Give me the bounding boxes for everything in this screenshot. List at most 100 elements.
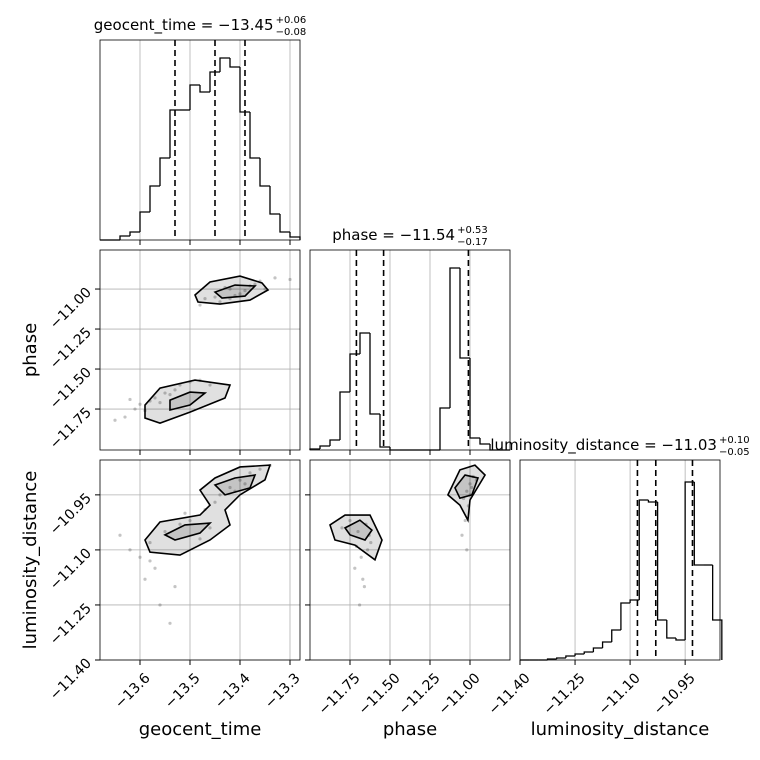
sample-point (353, 566, 357, 570)
y-axis-label: luminosity_distance (20, 471, 41, 650)
sample-point (248, 471, 252, 475)
sample-point (138, 402, 142, 406)
sample-point (359, 555, 363, 559)
panel-title: luminosity_distance = −11.03 (490, 436, 717, 455)
panel-title: geocent_time = −13.45 (94, 16, 274, 35)
histogram-step (319, 445, 330, 449)
histogram-step (389, 447, 400, 451)
x-tick-label: −13.6 (112, 670, 154, 712)
sample-point (208, 383, 212, 387)
panel-frame (99, 249, 301, 451)
sample-point (213, 500, 217, 504)
sample-point (123, 415, 127, 419)
sample-point (238, 292, 242, 296)
contour (446, 464, 487, 523)
histogram-step (565, 655, 576, 658)
histogram-step (349, 353, 360, 392)
sample-point (173, 585, 177, 589)
contour (213, 474, 257, 496)
x-tick-label: −11.50 (356, 670, 404, 718)
histogram-step (656, 502, 667, 621)
panel-frame (309, 249, 511, 451)
histogram-step (469, 358, 480, 439)
sample-point (243, 482, 247, 486)
sample-point (188, 518, 192, 523)
sample-point (183, 511, 187, 515)
panel-frame (309, 459, 511, 661)
histogram-step (229, 58, 240, 68)
x-tick-label: −11.25 (396, 670, 444, 718)
histogram-step (439, 407, 450, 450)
histogram-step (712, 565, 723, 660)
panel: phase = −11.54 +0.53−0.17 (309, 225, 511, 455)
sample-point (178, 522, 182, 526)
sample-point (366, 548, 370, 552)
sample-point (288, 277, 292, 282)
histogram-step (583, 651, 594, 654)
sample-point (133, 407, 137, 411)
contour (213, 284, 257, 299)
sample-point (468, 482, 472, 486)
x-tick-label: −13.3 (262, 670, 304, 712)
contour (194, 275, 270, 305)
sample-point (340, 526, 344, 530)
sample-point (168, 621, 172, 625)
histogram-step (449, 267, 460, 408)
sample-point (153, 566, 157, 570)
histogram-step (339, 391, 350, 440)
y-tick-label: −11.00 (47, 285, 95, 333)
contour (343, 519, 373, 541)
histogram-step (629, 599, 640, 603)
sample-point (273, 276, 277, 280)
sample-point (460, 533, 464, 537)
sample-point (143, 577, 147, 581)
sample-point (358, 603, 362, 607)
panel: geocent_time = −13.45 +0.06−0.08 (94, 15, 306, 245)
histogram-step (259, 158, 270, 187)
sample-point (356, 529, 360, 534)
title-lower: −0.05 (719, 447, 750, 458)
panel: −11.75−11.50−11.25−11.00 phase (20, 249, 301, 455)
contour (169, 391, 208, 412)
histogram-step (693, 482, 704, 566)
histogram-step (219, 57, 230, 72)
panel: −13.6 −13.5 −13.4 −13.3 −11.40 −11.25 −11.10 −1… (20, 459, 304, 740)
x-tick-label: −10.95 (651, 670, 699, 718)
sample-point (118, 533, 122, 537)
sample-point (148, 559, 152, 563)
histogram-step (379, 414, 390, 448)
sample-point (243, 289, 247, 293)
panel-frame (99, 459, 301, 661)
y-tick-label: −11.10 (47, 545, 95, 593)
histogram-step (279, 214, 290, 233)
y-tick-label: −11.75 (47, 405, 95, 453)
histogram-step (139, 211, 150, 232)
x-tick-label: −11.10 (596, 670, 644, 718)
contour (144, 464, 272, 556)
histogram-step (239, 67, 250, 113)
x-tick-label: −11.00 (436, 670, 484, 718)
y-axis-label: phase (20, 323, 41, 377)
histogram-step (249, 112, 260, 159)
x-tick-label: −11.40 (486, 670, 534, 718)
contour (144, 379, 232, 424)
histogram-step (611, 629, 621, 642)
histogram-step (129, 231, 140, 236)
histogram-step (479, 438, 490, 445)
sample-point (163, 391, 167, 395)
sample-point (208, 526, 212, 530)
contour (163, 522, 213, 541)
sample-point (228, 287, 232, 291)
x-tick-label: −13.5 (162, 670, 204, 712)
sample-point (228, 485, 232, 490)
x-tick-label: −11.25 (541, 670, 589, 718)
sample-point (148, 540, 152, 545)
sample-point (463, 518, 467, 523)
contour (454, 474, 480, 500)
sample-point (465, 489, 469, 493)
histogram-step (159, 157, 170, 186)
histogram-step (119, 235, 130, 240)
x-axis-label: geocent_time (139, 719, 262, 740)
histogram-step (574, 653, 585, 656)
